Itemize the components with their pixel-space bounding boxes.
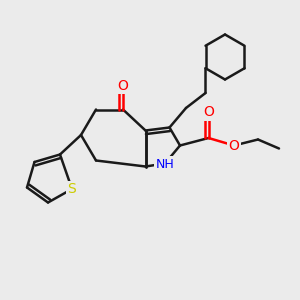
Text: O: O: [118, 79, 128, 92]
Text: S: S: [68, 182, 76, 196]
Text: NH: NH: [156, 158, 174, 171]
Text: O: O: [229, 139, 239, 152]
Text: O: O: [203, 106, 214, 119]
